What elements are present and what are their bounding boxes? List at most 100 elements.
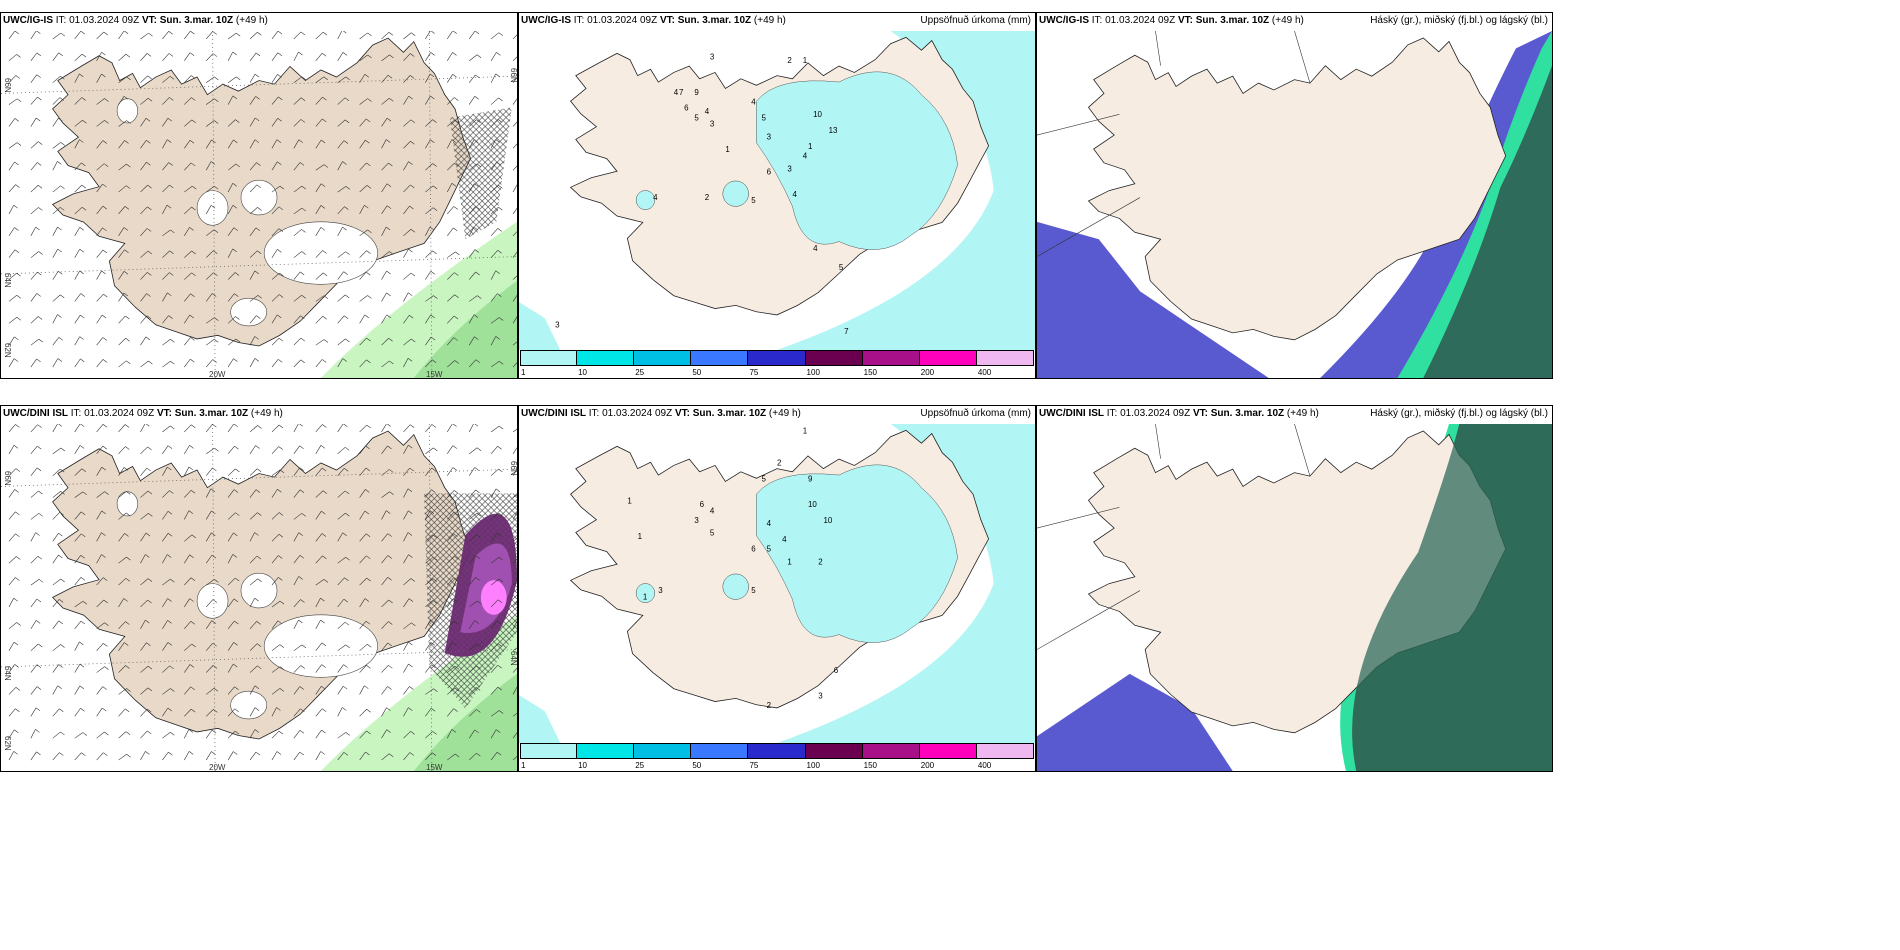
precip-value-label: 4 — [813, 244, 818, 253]
precip-value-label: 4 — [705, 107, 710, 116]
variable-title: Uppsöfnuð úrkoma (mm) — [920, 408, 1031, 419]
model-name: UWC/DINI ISL — [521, 408, 586, 419]
precip-value-label: 5 — [751, 196, 756, 205]
precip-value-label: 13 — [829, 126, 838, 135]
colorbar-tick-label: 1 — [521, 761, 526, 770]
panel-precip-dini: UWC/DINI ISL IT: 01.03.2024 09Z VT: Sun.… — [518, 405, 1036, 772]
colorbar-tick-label: 75 — [749, 761, 759, 770]
precip-value-label: 2 — [705, 193, 710, 202]
lat-label-62: 62N — [3, 736, 12, 751]
precip-map: 3 2 1 1 4 7 9 4 6 5 3 4 5 3 6 3 4 1 10 13 4 5 2 4 4 5 3 7 — [519, 31, 1035, 350]
precip-value-label: 6 — [767, 168, 772, 177]
panel-header: UWC/IG-IS IT: 01.03.2024 09Z VT: Sun. 3.… — [521, 15, 1033, 31]
precip-value-label: 1 — [627, 497, 632, 506]
valid-time: VT: Sun. 3.mar. 10Z — [659, 15, 752, 26]
colorbar-frame — [520, 743, 1034, 759]
panel-cloud-dini: UWC/DINI ISL IT: 01.03.2024 09Z VT: Sun.… — [1036, 405, 1553, 772]
precip-value-label: 4 — [751, 97, 756, 106]
lon-label-15: 15W — [426, 370, 443, 379]
valid-time: VT: Sun. 3.mar. 10Z — [1177, 15, 1270, 26]
init-time: IT: 01.03.2024 09Z — [1091, 15, 1176, 26]
precip-value-label: 6 — [700, 500, 705, 509]
valid-time: VT: Sun. 3.mar. 10Z — [1192, 408, 1285, 419]
model-name: UWC/IG-IS — [1039, 15, 1089, 26]
precip-value-label: 5 — [710, 529, 715, 538]
panel-wind-dini: UWC/DINI ISL IT: 01.03.2024 09Z VT: Sun.… — [0, 405, 518, 772]
lon-label-15: 15W — [426, 763, 443, 772]
colorbar-tick-label: 10 — [578, 368, 588, 377]
colorbar-swatch — [862, 350, 920, 366]
precip-value-label: 5 — [762, 474, 767, 483]
precip-value-label: 2 — [818, 557, 823, 566]
precip-value-label: 6 — [684, 104, 689, 113]
precip-value-label: 4 — [803, 152, 808, 161]
panel-header: UWC/DINI ISL IT: 01.03.2024 09Z VT: Sun.… — [1039, 408, 1550, 424]
precip-value-label: 3 — [710, 120, 715, 129]
precip-value-label: 7 — [844, 327, 849, 336]
precip-value-label: 1 — [643, 592, 648, 601]
colorbar-swatch — [805, 350, 863, 366]
lead-time: (+49 h) — [1271, 15, 1304, 26]
precip-map: 1 2 5 9 10 10 4 6 3 5 4 5 4 6 1 1 1 2 5 3 1 6 3 2 — [519, 424, 1035, 743]
lat-label-66: 66N — [3, 78, 12, 93]
colorbar-swatch — [577, 350, 635, 366]
init-time: IT: 01.03.2024 09Z — [573, 15, 658, 26]
cloud-map — [1037, 31, 1552, 378]
precip-value-label: 1 — [725, 145, 730, 154]
lon-label-20: 20W — [209, 763, 226, 772]
colorbar-tick-label: 75 — [749, 368, 759, 377]
panel-header: UWC/DINI ISL IT: 01.03.2024 09Z VT: Sun.… — [521, 408, 1033, 424]
colorbar-swatch — [748, 350, 806, 366]
init-time: IT: 01.03.2024 09Z — [1106, 408, 1191, 419]
variable-title: Háský (gr.), miðský (fj.bl.) og lágský (… — [1370, 15, 1548, 26]
precip-value-label: 1 — [803, 427, 808, 436]
precip-value-label: 2 — [787, 56, 792, 65]
wind-map — [1, 424, 517, 771]
colorbar-tick-label: 25 — [635, 368, 645, 377]
precip-value-label: 4 — [710, 506, 715, 515]
colorbar-swatch — [577, 743, 635, 759]
precip-value-label: 5 — [762, 113, 767, 122]
colorbar-tick-label: 200 — [920, 368, 935, 377]
panel-wind-igis: UWC/IG-IS IT: 01.03.2024 09Z VT: Sun. 3.… — [0, 12, 518, 379]
colorbar-frame — [520, 350, 1034, 366]
precip-colorbar: 1 10 25 50 75 100 150 200 400 — [520, 743, 1034, 771]
lead-time: (+49 h) — [1286, 408, 1319, 419]
panel-header: UWC/IG-IS IT: 01.03.2024 09Z VT: Sun. 3.… — [1039, 15, 1550, 31]
precip-value-label: 5 — [694, 113, 699, 122]
init-time: IT: 01.03.2024 09Z — [55, 15, 140, 26]
colorbar-tick-label: 50 — [692, 368, 702, 377]
precip-value-label: 4 — [792, 190, 797, 199]
panel-cloud-igis: UWC/IG-IS IT: 01.03.2024 09Z VT: Sun. 3.… — [1036, 12, 1553, 379]
precip-value-label: 2 — [777, 458, 782, 467]
colorbar-swatch — [634, 743, 692, 759]
colorbar-swatch — [634, 350, 692, 366]
colorbar-tick-label: 1 — [521, 368, 526, 377]
precip-value-label: 3 — [787, 164, 792, 173]
model-name: UWC/IG-IS — [521, 15, 571, 26]
variable-title: Háský (gr.), miðský (fj.bl.) og lágský (… — [1370, 408, 1548, 419]
precip-value-label: 9 — [694, 88, 699, 97]
panel-header: UWC/DINI ISL IT: 01.03.2024 09Z VT: Sun.… — [3, 408, 515, 424]
colorbar-swatch — [862, 743, 920, 759]
precip-value-label: 1 — [638, 532, 643, 541]
precip-value-label: 3 — [658, 586, 663, 595]
colorbar-tick-label: 400 — [977, 761, 992, 770]
colorbar-tick-label: 25 — [635, 761, 645, 770]
init-time: IT: 01.03.2024 09Z — [588, 408, 673, 419]
lead-time: (+49 h) — [753, 15, 786, 26]
variable-title: Uppsöfnuð úrkoma (mm) — [920, 15, 1031, 26]
colorbar-swatch — [919, 743, 977, 759]
precip-value-label: 3 — [767, 132, 772, 141]
model-name: UWC/DINI ISL — [3, 408, 68, 419]
precip-value-label: 5 — [767, 545, 772, 554]
precip-value-label: 4 — [782, 535, 787, 544]
lat-label-62: 62N — [3, 343, 12, 358]
precip-value-label: 1 — [808, 142, 813, 151]
cloud-map — [1037, 424, 1552, 771]
wind-map — [1, 31, 517, 378]
lat-label-64: 64N — [3, 273, 12, 288]
valid-time: VT: Sun. 3.mar. 10Z — [674, 408, 767, 419]
colorbar-swatch — [691, 743, 749, 759]
panel-precip-igis: UWC/IG-IS IT: 01.03.2024 09Z VT: Sun. 3.… — [518, 12, 1036, 379]
